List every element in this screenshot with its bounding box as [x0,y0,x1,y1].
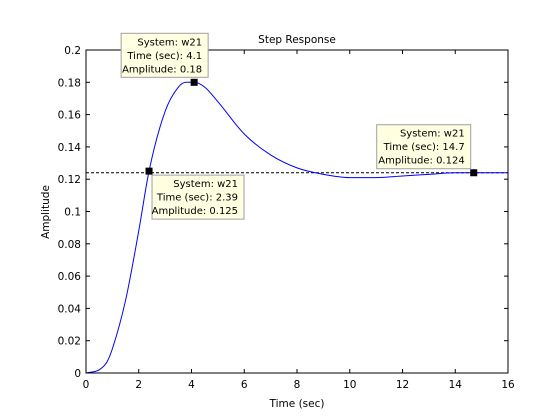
datatip-line: System: w21 [137,37,202,48]
step-response-line [85,81,508,374]
y-axis-title: Amplitude [40,185,52,239]
x-tick-label: 4 [188,379,195,391]
datatip-marker[interactable] [190,78,198,86]
x-tick-label: 12 [396,379,409,391]
data-markers [145,78,478,177]
y-tick-label: 0.1 [64,207,81,219]
y-tick-label: 0.16 [58,110,82,122]
y-tick-label: 0.12 [58,174,81,186]
y-tick-label: 0.14 [58,142,82,154]
y-tick-label: 0.08 [58,239,81,251]
datatip-box [120,32,209,78]
datatip[interactable]: System: w21 Time (sec): 14.7 Amplitude: 0.… [376,124,472,170]
x-tick-label: 10 [343,379,356,391]
datatip[interactable]: System: w21 Time (sec): 4.1 Amplitude: 0.1… [120,32,209,78]
datatip-line: Amplitude: 0.124 [378,156,464,167]
datatip-line: Time (sec): 2.39 [156,193,238,204]
x-axis-title: Time (sec) [269,398,325,410]
y-tick-label: 0.2 [64,45,81,57]
x-tick-label: 8 [294,379,301,391]
datatip[interactable]: System: w21 Time (sec): 2.39 Amplitude: 0.… [151,174,245,220]
series-group [85,81,508,374]
datatip-line: Time (sec): 4.1 [126,51,202,62]
datatip-line: Amplitude: 0.18 [122,64,202,75]
datatip-box [376,124,472,170]
datatip-line: System: w21 [173,179,238,190]
x-tick-label: 2 [135,379,142,391]
x-tick-label: 14 [449,379,463,391]
y-tick-label: 0.02 [58,336,81,348]
x-tick-label: 16 [501,379,515,391]
axis-tick-labels: 0 2 4 6 8 10 12 14 16 0 0.02 0.04 0.06 0.08 0.1 0.12 0.1… [58,45,515,391]
y-tick-label: 0 [74,368,81,380]
datatip-marker[interactable] [470,169,478,177]
datatip-line: Time (sec): 14.7 [383,142,465,153]
datatip-box [151,174,245,220]
plot-area [86,50,508,373]
datatip-line: System: w21 [400,129,465,140]
x-tick-label: 0 [83,379,90,391]
chart-title: Step Response [258,34,336,46]
datatip-marker[interactable] [145,167,153,175]
y-tick-label: 0.04 [58,303,82,315]
plot-frame [85,49,509,374]
datatip-line: Amplitude: 0.125 [152,206,238,217]
data-tips: System: w21 Time (sec): 4.1 Amplitude: 0.1… [120,32,472,220]
y-tick-label: 0.06 [58,271,82,283]
y-tick-label: 0.18 [58,77,81,89]
x-tick-label: 6 [241,379,248,391]
